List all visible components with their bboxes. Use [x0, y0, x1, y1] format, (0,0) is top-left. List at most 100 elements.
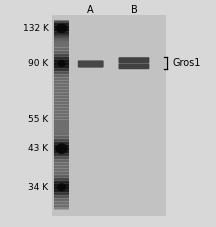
Bar: [54, 189, 69, 191]
Bar: [54, 202, 69, 204]
Bar: [54, 100, 69, 102]
Bar: [54, 208, 69, 210]
Bar: [54, 65, 69, 67]
Bar: [54, 97, 69, 99]
Bar: [54, 153, 69, 155]
Bar: [54, 130, 69, 132]
Bar: [54, 96, 69, 99]
Bar: [54, 129, 69, 131]
Bar: [54, 197, 69, 199]
Bar: [54, 178, 69, 180]
Bar: [54, 155, 69, 157]
Bar: [54, 23, 69, 25]
Bar: [54, 163, 69, 165]
Ellipse shape: [56, 143, 67, 154]
Bar: [54, 115, 69, 117]
Bar: [54, 38, 69, 40]
Bar: [54, 206, 69, 208]
Bar: [54, 94, 69, 96]
Bar: [54, 182, 69, 184]
Bar: [54, 126, 69, 128]
Bar: [54, 117, 69, 119]
Bar: [54, 82, 69, 84]
Bar: [54, 23, 69, 25]
Bar: [54, 55, 69, 57]
Bar: [54, 176, 69, 178]
Bar: [54, 41, 69, 43]
Bar: [54, 42, 69, 44]
Bar: [54, 40, 69, 42]
Bar: [54, 128, 69, 130]
Bar: [54, 69, 69, 71]
Bar: [54, 92, 69, 94]
Bar: [54, 81, 69, 83]
Bar: [54, 93, 69, 95]
Bar: [54, 109, 69, 111]
Bar: [52, 15, 166, 216]
Bar: [54, 172, 69, 174]
Bar: [54, 191, 69, 193]
Bar: [54, 188, 69, 190]
Bar: [54, 39, 69, 41]
Bar: [54, 183, 69, 185]
Bar: [54, 114, 69, 116]
Bar: [54, 174, 69, 176]
Bar: [54, 125, 69, 127]
Bar: [54, 122, 69, 124]
Bar: [54, 99, 69, 101]
Bar: [54, 121, 69, 123]
Bar: [54, 57, 69, 59]
Bar: [54, 194, 69, 196]
Bar: [54, 51, 69, 53]
Bar: [54, 29, 69, 31]
Bar: [54, 33, 69, 35]
Bar: [54, 95, 69, 97]
Bar: [54, 72, 69, 74]
Bar: [54, 77, 69, 79]
Bar: [54, 49, 69, 51]
Bar: [54, 111, 69, 114]
Bar: [54, 36, 69, 38]
Bar: [54, 87, 69, 89]
Bar: [54, 51, 69, 53]
Bar: [54, 74, 69, 76]
Bar: [54, 196, 69, 198]
Bar: [54, 39, 69, 41]
Bar: [54, 106, 69, 108]
Bar: [54, 24, 69, 26]
Bar: [54, 166, 69, 168]
Bar: [54, 139, 69, 141]
Ellipse shape: [56, 24, 67, 33]
Bar: [54, 105, 69, 107]
Bar: [54, 111, 69, 113]
Bar: [54, 63, 69, 65]
Bar: [54, 152, 69, 154]
Bar: [54, 138, 69, 140]
Bar: [54, 90, 69, 92]
Bar: [54, 26, 69, 28]
Bar: [54, 133, 69, 135]
FancyBboxPatch shape: [118, 57, 149, 63]
Bar: [54, 114, 69, 116]
Bar: [54, 35, 69, 37]
Bar: [54, 43, 69, 45]
Bar: [54, 195, 69, 197]
Bar: [54, 80, 69, 82]
Bar: [54, 61, 69, 63]
Bar: [54, 56, 69, 58]
Bar: [54, 150, 69, 152]
Bar: [54, 59, 69, 61]
Bar: [54, 202, 69, 205]
Bar: [54, 204, 69, 206]
Bar: [54, 120, 69, 122]
Bar: [54, 53, 69, 55]
Bar: [54, 21, 69, 23]
Bar: [54, 66, 69, 68]
Bar: [54, 83, 69, 85]
Bar: [54, 105, 69, 107]
Bar: [54, 149, 69, 151]
Bar: [54, 177, 69, 179]
Bar: [54, 170, 69, 172]
Text: 43 K: 43 K: [29, 144, 49, 153]
Bar: [54, 93, 69, 95]
